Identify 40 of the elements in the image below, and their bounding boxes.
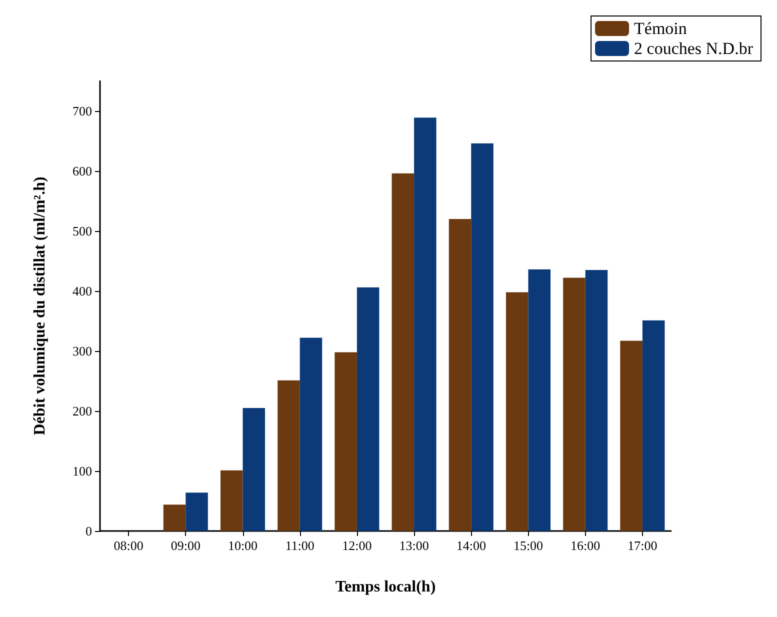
- legend-label: 2 couches N.D.br: [634, 39, 754, 58]
- bar: [278, 380, 300, 531]
- bar: [528, 269, 551, 531]
- bar: [585, 270, 608, 531]
- bar: [414, 118, 436, 531]
- bar: [392, 173, 414, 531]
- y-tick-label: 0: [86, 524, 92, 538]
- bar: [163, 504, 186, 531]
- x-tick-label: 13:00: [399, 538, 429, 553]
- legend-label: Témoin: [634, 19, 688, 38]
- x-tick-label: 10:00: [228, 538, 258, 553]
- x-tick-label: 12:00: [342, 538, 372, 553]
- y-tick-label: 200: [72, 404, 92, 418]
- bar: [642, 320, 665, 531]
- bar: [186, 492, 208, 531]
- bar: [220, 470, 243, 531]
- bar: [506, 292, 528, 531]
- bar: [242, 408, 266, 531]
- y-axis-title: Débit volumique du distillat (ml/m².h): [32, 176, 48, 436]
- x-tick-label: 15:00: [513, 538, 544, 553]
- bar: [563, 278, 586, 531]
- y-tick-label: 400: [72, 284, 92, 298]
- y-tick-label: 500: [72, 224, 92, 238]
- y-tick-label: 300: [72, 344, 92, 358]
- x-tick-label: 09:00: [170, 538, 200, 553]
- x-tick-label: 17:00: [628, 538, 658, 553]
- x-tick-label: 14:00: [456, 538, 486, 553]
- bar: [620, 340, 642, 531]
- y-tick-label: 100: [72, 464, 92, 478]
- x-axis-title: Temps local(h): [335, 578, 436, 596]
- x-tick-label: 11:00: [285, 538, 314, 553]
- y-tick-label: 600: [72, 164, 92, 178]
- bar: [300, 338, 322, 531]
- x-tick-label: 16:00: [570, 538, 600, 553]
- bar: [471, 143, 494, 531]
- bar: [356, 287, 380, 531]
- y-tick-label: 700: [72, 104, 92, 118]
- x-tick-label: 08:00: [114, 538, 144, 553]
- bar: [448, 219, 472, 531]
- bar: [334, 352, 357, 531]
